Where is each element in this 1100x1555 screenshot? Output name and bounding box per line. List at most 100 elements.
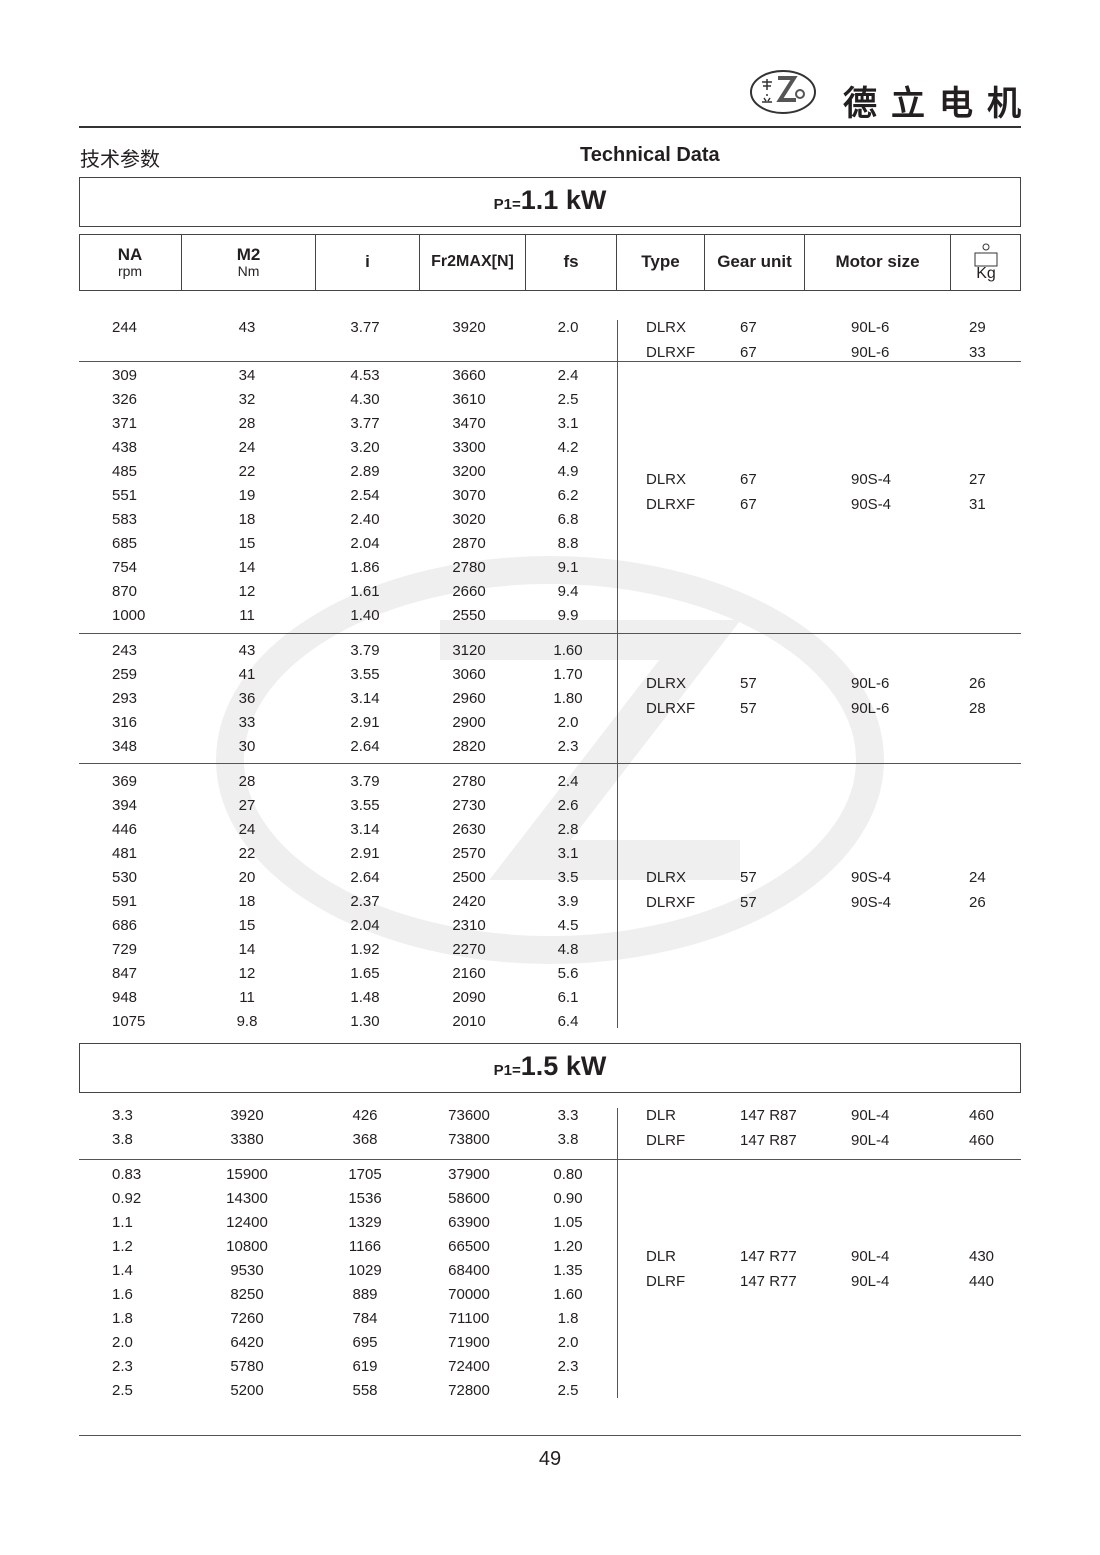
col-gear-unit: Gear unit [705, 234, 805, 290]
cell-fs: 1.70 [553, 666, 583, 683]
cell-weight: 26 [969, 675, 986, 692]
cell-ratio: 2.64 [350, 869, 380, 886]
cell-fs: 9.9 [557, 607, 579, 624]
watermark [216, 556, 884, 964]
cell-fr2max: 70000 [448, 1286, 490, 1303]
cell-m2: 18 [238, 893, 256, 910]
cell-fs: 6.8 [557, 511, 579, 528]
cell-motor-size: 90S-4 [851, 496, 892, 513]
cell-fr2max: 3660 [452, 367, 486, 384]
cell-na: 685 [112, 535, 138, 552]
cell-m2: 3380 [230, 1131, 264, 1148]
cell-gear-unit: 67 [740, 344, 757, 361]
cell-m2: 15900 [226, 1166, 268, 1183]
cell-m2: 12 [238, 965, 256, 982]
cell-na: 583 [112, 511, 138, 528]
cell-fs: 2.5 [557, 1382, 579, 1399]
cell-ratio: 1.92 [350, 941, 380, 958]
cell-fs: 6.2 [557, 487, 579, 504]
cell-fr2max: 2010 [452, 1013, 486, 1030]
cell-m2: 15 [238, 535, 256, 552]
cell-fr2max: 2500 [452, 869, 486, 886]
cell-ratio: 1.86 [350, 559, 380, 576]
cell-fs: 4.8 [557, 941, 579, 958]
cell-ratio: 2.91 [350, 714, 380, 731]
power-title-2: P1=1.5 kW [79, 1051, 1021, 1082]
cell-fr2max: 3300 [452, 439, 486, 456]
cell-ratio: 1705 [348, 1166, 382, 1183]
cell-fs: 3.1 [557, 415, 579, 432]
cell-ratio: 3.77 [350, 415, 380, 432]
cell-ratio: 1.40 [350, 607, 380, 624]
cell-ratio: 4.30 [350, 391, 380, 408]
cell-fr2max: 2820 [452, 738, 486, 755]
cell-fs: 0.90 [553, 1190, 583, 1207]
col-m2: M2 Nm [182, 234, 316, 290]
cell-m2: 11 [239, 607, 255, 624]
cell-fr2max: 3470 [452, 415, 486, 432]
cell-fs: 1.8 [557, 1310, 579, 1327]
cell-m2: 32 [238, 391, 256, 408]
cell-na: 485 [112, 463, 138, 480]
col-m2-label: M2 [236, 245, 261, 264]
title-chinese: 技术参数 [80, 149, 160, 171]
cell-m2: 9530 [230, 1262, 264, 1279]
cell-fs: 3.8 [557, 1131, 579, 1148]
cell-fr2max: 73600 [448, 1107, 490, 1124]
cell-ratio: 1.48 [350, 989, 380, 1006]
cell-na: 551 [112, 487, 138, 504]
cell-weight: 460 [969, 1107, 995, 1124]
cell-m2: 36 [238, 690, 256, 707]
cell-ratio: 2.54 [350, 487, 380, 504]
power-prefix: P1= [493, 196, 521, 213]
cell-weight: 430 [969, 1248, 995, 1265]
cell-na: 244 [112, 319, 138, 336]
cell-fr2max: 2090 [452, 989, 486, 1006]
cell-na: 259 [112, 666, 138, 683]
cell-ratio: 1.61 [350, 583, 380, 600]
page-number: 49 [538, 1448, 562, 1470]
cell-fr2max: 73800 [448, 1131, 490, 1148]
cell-fs: 6.1 [557, 989, 579, 1006]
col-motor-size: Motor size [805, 234, 951, 290]
cell-weight: 29 [969, 319, 986, 336]
cell-fs: 2.0 [557, 1334, 579, 1351]
cell-fs: 4.2 [557, 439, 579, 456]
cell-motor-size: 90S-4 [851, 471, 892, 488]
cell-na: 847 [112, 965, 138, 982]
cell-na: 371 [112, 415, 138, 432]
cell-na: 1.8 [112, 1310, 133, 1327]
cell-weight: 460 [969, 1132, 995, 1149]
cell-ratio: 1166 [348, 1238, 382, 1255]
cell-gear-unit: 147 R87 [740, 1107, 797, 1124]
cell-type: DLRX [646, 319, 687, 336]
cell-gear-unit: 57 [740, 700, 757, 717]
cell-weight: 33 [969, 344, 986, 361]
cell-fr2max: 3070 [452, 487, 486, 504]
cell-fs: 3.9 [557, 893, 579, 910]
cell-type: DLRX [646, 869, 687, 886]
cell-m2: 12 [238, 583, 256, 600]
cell-fr2max: 72400 [448, 1358, 490, 1375]
cell-na: 948 [112, 989, 138, 1006]
cell-na: 309 [112, 367, 138, 384]
cell-fr2max: 3920 [452, 319, 486, 336]
header-divider [79, 126, 1021, 128]
cell-ratio: 3.14 [350, 690, 380, 707]
cell-m2: 9.8 [236, 1013, 258, 1030]
cell-ratio: 3.55 [350, 797, 380, 814]
cell-m2: 3920 [230, 1107, 264, 1124]
power-value: 1.1 kW [520, 185, 607, 215]
cell-ratio: 619 [352, 1358, 378, 1375]
cell-na: 1075 [112, 1013, 146, 1030]
cell-fs: 2.3 [557, 738, 579, 755]
cell-m2: 5780 [230, 1358, 264, 1375]
cell-m2: 33 [238, 714, 256, 731]
cell-motor-size: 90L-4 [851, 1248, 890, 1265]
cell-motor-size: 90L-6 [851, 319, 890, 336]
col-na-label: NA [117, 245, 143, 264]
cell-ratio: 3.77 [350, 319, 380, 336]
cell-gear-unit: 67 [740, 319, 757, 336]
cell-fs: 3.5 [557, 869, 579, 886]
cell-fr2max: 2870 [452, 535, 486, 552]
